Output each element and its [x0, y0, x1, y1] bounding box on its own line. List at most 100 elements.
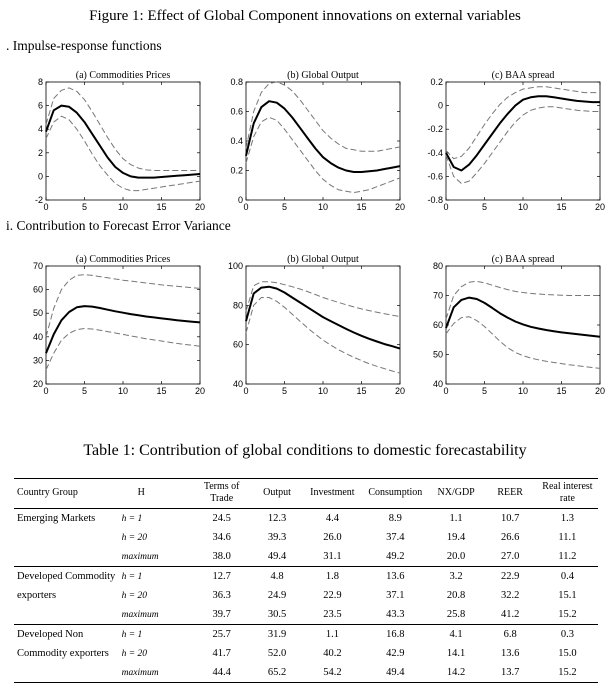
y-tick-label: -0.2 — [427, 124, 443, 134]
value-cell: 13.7 — [483, 663, 537, 683]
value-cell: 15.2 — [558, 609, 577, 620]
y-tick-label: 0 — [238, 195, 243, 205]
value-cell: 49.2 — [386, 551, 405, 562]
value-cell: 4.1 — [428, 624, 484, 644]
horizon-cell: h = 20 — [121, 532, 148, 543]
value-cell: 37.1 — [386, 590, 405, 601]
table-row: Developed Non h = 1 25.7 31.9 1.1 16.8 4.1 6.8 0… — [14, 624, 598, 644]
y-tick-label: 100 — [228, 261, 243, 271]
y-tick-label: 2 — [38, 148, 43, 158]
x-tick-label: 10 — [318, 386, 328, 396]
value-cell: 8.9 — [361, 508, 429, 528]
value-cell: 30.5 — [267, 609, 287, 620]
horizon-cell: maximum — [119, 663, 193, 683]
chart-title: (a) Commodities Prices — [76, 254, 171, 265]
table-row: h = 20 34.6 39.3 26.0 37.4 19.4 26.6 11.1 — [14, 528, 598, 547]
confidence-band-line — [445, 106, 600, 184]
value-cell: 37.4 — [386, 532, 405, 543]
y-tick-label: 20 — [33, 379, 43, 389]
y-tick-label: 0.4 — [230, 136, 243, 146]
section-forecast-error-variance: i. Contribution to Forecast Error Varian… — [6, 218, 231, 233]
x-tick-label: 20 — [595, 202, 605, 212]
value-cell: 24.5 — [192, 508, 252, 528]
country-group-cell: Commodity exporters — [17, 648, 109, 659]
confidence-band-line — [45, 328, 201, 371]
value-cell: 34.6 — [212, 532, 231, 543]
value-cell: 0.3 — [536, 624, 598, 644]
y-tick-label: 60 — [233, 340, 243, 350]
value-cell: 10.7 — [483, 508, 537, 528]
country-group-cell — [14, 663, 120, 683]
horizon-cell: h = 20 — [121, 648, 148, 659]
country-group-cell: Developed Commodity — [14, 566, 120, 586]
x-tick-label: 10 — [318, 202, 328, 212]
horizon-cell: h = 1 — [119, 508, 193, 528]
value-cell: 40.2 — [323, 648, 342, 659]
header-output: Output — [251, 478, 303, 509]
x-tick-label: 15 — [156, 386, 166, 396]
plot-frame — [45, 81, 201, 201]
table-row: exporters h = 20 36.3 24.9 22.9 37.1 20.8 32.2 1… — [14, 586, 598, 605]
forecastability-table: Country Group H Terms of Trade Output Inv… — [14, 478, 598, 683]
value-cell: 12.3 — [251, 508, 303, 528]
chart-title: (b) Global Output — [287, 254, 359, 265]
value-cell: 3.2 — [428, 566, 484, 586]
value-cell: 22.9 — [483, 566, 537, 586]
point-estimate-line — [245, 100, 401, 173]
chart-irf-baa-spread: (c) BAA spread 0 5 10 15 20 -0.8 -0.6 -0.4 -0.2 0 0… — [427, 70, 605, 212]
x-tick-label: 0 — [443, 386, 448, 396]
value-cell: 52.0 — [267, 648, 287, 659]
confidence-band-line — [45, 87, 200, 171]
value-cell: 4.4 — [302, 508, 362, 528]
value-cell: 11.1 — [558, 532, 577, 543]
value-cell: 11.2 — [558, 551, 577, 562]
value-cell: 31.9 — [251, 624, 303, 644]
point-estimate-line — [45, 305, 201, 354]
country-group-cell: exporters — [17, 590, 57, 601]
y-tick-label: 50 — [433, 350, 443, 360]
value-cell: 26.0 — [323, 532, 342, 543]
y-tick-label: 50 — [33, 308, 43, 318]
x-tick-label: 0 — [243, 202, 248, 212]
chart-fev-commodities: (a) Commodities Prices 0 5 10 15 20 20 30 40 50 60… — [33, 254, 205, 396]
y-tick-label: 0 — [38, 171, 43, 181]
confidence-band-line — [445, 280, 600, 320]
value-cell: 13.6 — [500, 648, 520, 659]
value-cell: 14.1 — [446, 648, 466, 659]
y-tick-label: 0.2 — [430, 77, 443, 87]
x-tick-label: 10 — [118, 386, 128, 396]
table-row: Commodity exporters h = 20 41.7 52.0 40.2 42.… — [14, 644, 598, 663]
chart-title: (c) BAA spread — [492, 70, 555, 81]
header-reer: REER — [483, 478, 537, 509]
x-tick-label: 0 — [443, 202, 448, 212]
header-nxgdp: NX/GDP — [428, 478, 484, 509]
point-estimate-line — [245, 285, 401, 350]
header-investment: Investment — [302, 478, 362, 509]
y-tick-label: 0 — [438, 101, 443, 111]
horizon-cell: maximum — [121, 609, 159, 620]
confidence-band-line — [45, 115, 201, 192]
value-cell: 6.8 — [483, 624, 537, 644]
horizon-cell: h = 1 — [119, 566, 193, 586]
value-cell: 41.2 — [500, 609, 520, 620]
confidence-band-line — [445, 316, 601, 369]
confidence-band-line — [45, 274, 201, 337]
x-tick-label: 5 — [82, 202, 87, 212]
value-cell: 44.4 — [192, 663, 252, 683]
figure-title: Figure 1: Effect of Global Component inn… — [89, 8, 521, 24]
value-cell: 49.4 — [267, 551, 287, 562]
x-tick-label: 15 — [556, 202, 566, 212]
value-cell: 32.2 — [500, 590, 520, 601]
country-group-cell: Emerging Markets — [14, 508, 120, 528]
x-tick-label: 15 — [556, 386, 566, 396]
x-tick-label: 0 — [43, 386, 48, 396]
value-cell: 13.6 — [361, 566, 429, 586]
y-tick-label: 8 — [38, 77, 43, 87]
header-terms-of-trade: Terms of Trade — [192, 478, 252, 509]
y-tick-label: 70 — [433, 291, 443, 301]
table-row: Emerging Markets h = 1 24.5 12.3 4.4 8.9 1.1 10… — [14, 508, 598, 528]
x-tick-label: 5 — [82, 386, 87, 396]
country-group-cell — [14, 528, 120, 547]
header-h: H — [119, 478, 193, 509]
